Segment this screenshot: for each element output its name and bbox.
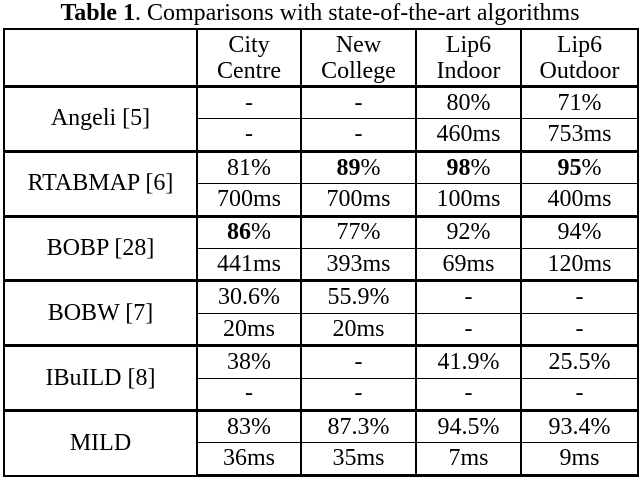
column-header-city-centre: City Centre bbox=[196, 28, 302, 88]
caption-label: Table 1 bbox=[60, 0, 135, 26]
time-cell: 20ms bbox=[300, 312, 417, 348]
time-cell: - bbox=[196, 118, 302, 153]
comparison-table: City Centre New College Lip6 Indoor Lip6… bbox=[3, 28, 639, 477]
recall-value-bold: 98 bbox=[446, 154, 471, 181]
time-cell: 69ms bbox=[415, 248, 522, 283]
recall-cell: - bbox=[415, 279, 522, 314]
recall-cell: 30.6% bbox=[196, 279, 302, 314]
header-line-1: New bbox=[335, 31, 382, 58]
recall-cell: 41.9% bbox=[415, 344, 522, 379]
time-cell: 400ms bbox=[520, 183, 639, 218]
recall-cell: 94% bbox=[520, 214, 639, 250]
header-line-1: Lip6 bbox=[445, 31, 492, 58]
time-cell: 753ms bbox=[520, 118, 639, 153]
header-line-1: City bbox=[228, 31, 270, 58]
header-line-2: Centre bbox=[217, 57, 281, 84]
recall-row: BOBW [7] 30.6% 55.9% - - bbox=[3, 279, 639, 347]
recall-cell: 81% bbox=[196, 149, 302, 185]
column-header-lip6-indoor: Lip6 Indoor bbox=[415, 28, 522, 88]
algorithm-label: RTABMAP [6] bbox=[3, 149, 198, 217]
percent-sign: % bbox=[251, 219, 271, 246]
time-cell: - bbox=[196, 377, 302, 413]
table-body: Angeli [5] - -80% 71% - -460ms 753ms RTABMAP [6… bbox=[3, 84, 639, 477]
recall-cell: 89% bbox=[300, 149, 417, 185]
recall-cell: 98% bbox=[415, 149, 522, 185]
percent-sign: % bbox=[581, 154, 602, 181]
time-row: 20ms 20ms - - bbox=[4, 312, 639, 348]
algorithm-label: Angeli [5] bbox=[3, 85, 198, 152]
recall-row: RTABMAP [6] 81% 89% 98% 95% bbox=[3, 149, 639, 217]
recall-cell: - bbox=[300, 344, 417, 379]
time-cell: 100ms bbox=[415, 183, 522, 218]
recall-cell: - bbox=[196, 84, 302, 120]
time-cell: 120ms bbox=[520, 248, 639, 283]
table-caption: Table 1. Comparisons with state-of-the-a… bbox=[0, 0, 640, 28]
time-row: 700ms 700ms 100ms 400ms bbox=[4, 183, 639, 218]
header-line-1: Lip6 bbox=[556, 31, 603, 58]
column-header-lip6-outdoor: Lip6 Outdoor bbox=[520, 28, 639, 88]
time-cell: 441ms bbox=[196, 248, 302, 283]
recall-row: BOBP [28] 86% 77% 92% 94% bbox=[3, 214, 639, 282]
column-header-new-college: New College bbox=[300, 28, 417, 88]
caption-text: . Comparisons with state-of-the-art algo… bbox=[134, 0, 580, 26]
algorithm-label: IBuILD [8] bbox=[3, 344, 198, 412]
recall-cell: - bbox=[300, 84, 417, 120]
recall-value-bold: 86 bbox=[227, 219, 251, 246]
time-cell: 460ms bbox=[415, 118, 522, 153]
recall-row: Angeli [5] - -80% 71% bbox=[3, 84, 639, 152]
recall-cell: 55.9% bbox=[300, 279, 417, 314]
corner-cell bbox=[3, 28, 198, 88]
time-cell: 700ms bbox=[300, 183, 417, 218]
algorithm-label: MILD bbox=[3, 409, 198, 476]
recall-row: IBuILD [8] 38% -41.9% 25.5% bbox=[3, 344, 639, 412]
recall-cell: 94.5% bbox=[415, 409, 522, 444]
recall-cell: 77% bbox=[300, 214, 417, 250]
percent-sign: % bbox=[360, 154, 381, 181]
header-line-2: Outdoor bbox=[539, 57, 620, 84]
time-cell: 393ms bbox=[300, 248, 417, 283]
recall-cell: 87.3% bbox=[300, 409, 417, 444]
time-cell: - bbox=[520, 377, 639, 413]
header-line-2: College bbox=[321, 57, 396, 84]
time-cell: 700ms bbox=[196, 183, 302, 218]
time-cell: 20ms bbox=[196, 312, 302, 348]
algorithm-label: BOBW [7] bbox=[3, 279, 198, 347]
time-row: 36ms 35ms 7ms 9ms bbox=[4, 442, 639, 477]
time-cell: - bbox=[300, 377, 417, 413]
recall-value-bold: 89 bbox=[336, 154, 361, 181]
recall-value-bold: 95 bbox=[557, 154, 582, 181]
recall-cell: 71% bbox=[520, 84, 639, 120]
time-cell: - bbox=[415, 377, 522, 413]
time-cell: - bbox=[415, 312, 522, 348]
time-cell: 9ms bbox=[520, 442, 639, 477]
header-row: City Centre New College Lip6 Indoor Lip6… bbox=[3, 28, 639, 88]
time-cell: 36ms bbox=[196, 442, 302, 477]
time-cell: - bbox=[520, 312, 639, 348]
recall-row: MILD 83% 87.3% 94.5% 93.4% bbox=[3, 409, 639, 476]
time-row: 441ms 393ms 69ms 120ms bbox=[4, 248, 639, 283]
time-cell: 35ms bbox=[300, 442, 417, 477]
time-cell: - bbox=[300, 118, 417, 153]
recall-cell: 25.5% bbox=[520, 344, 639, 379]
recall-cell: 93.4% bbox=[520, 409, 639, 444]
recall-cell: 95% bbox=[520, 149, 639, 185]
recall-cell: 86% bbox=[196, 214, 302, 250]
time-cell: 7ms bbox=[415, 442, 522, 477]
recall-cell: - bbox=[520, 279, 639, 314]
time-row: ---- bbox=[4, 377, 639, 413]
time-row: - -460ms 753ms bbox=[4, 118, 639, 153]
recall-cell: 92% bbox=[415, 214, 522, 250]
recall-cell: 38% bbox=[196, 344, 302, 379]
recall-cell: 83% bbox=[196, 409, 302, 444]
algorithm-label: BOBP [28] bbox=[3, 214, 198, 282]
header-line-2: Indoor bbox=[436, 57, 501, 84]
percent-sign: % bbox=[470, 154, 491, 181]
recall-cell: 80% bbox=[415, 84, 522, 120]
